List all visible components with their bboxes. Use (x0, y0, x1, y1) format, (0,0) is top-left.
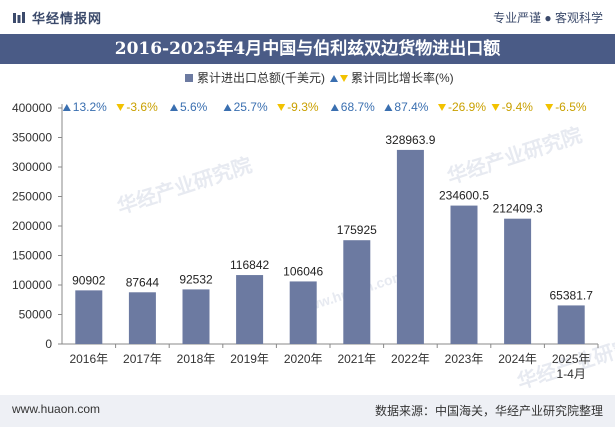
watermark: 华经产业研究院 (114, 153, 255, 219)
bar-value-label: 175925 (337, 223, 377, 237)
bar (396, 149, 424, 344)
x-tick-label: 2023年 (445, 352, 484, 366)
x-tick-label: 1-4月 (557, 367, 586, 381)
bar-value-label: 212409.3 (493, 202, 543, 216)
y-tick-label: 50000 (19, 308, 53, 322)
growth-down-triangle-icon (438, 104, 446, 111)
growth-up-triangle-icon (223, 104, 232, 111)
growth-rate-label: 87.4% (394, 100, 428, 114)
brand[interactable]: 华经情报网 (12, 8, 102, 27)
x-tick-label: 2024年 (498, 352, 537, 366)
growth-down-triangle-icon (491, 104, 500, 111)
growth-rate-label: -6.5% (555, 100, 587, 114)
y-tick-label: 400000 (12, 101, 52, 115)
growth-up-triangle-icon (384, 104, 393, 111)
y-tick-label: 350000 (12, 131, 52, 145)
growth-up-triangle-icon (62, 104, 71, 111)
y-tick-label: 300000 (12, 160, 52, 174)
bar-value-label: 328963.9 (385, 133, 435, 147)
chart-title: 2016-2025年4月中国与伯利兹双边货物进出口额 (114, 39, 501, 59)
growth-rate-label: 25.7% (234, 100, 268, 114)
bar-value-label: 65381.7 (550, 288, 594, 302)
x-tick-label: 2020年 (284, 352, 323, 366)
legend-bar-label: 累计进出口总额(千美元) (197, 71, 325, 85)
growth-rate-label: 13.2% (73, 100, 107, 114)
x-tick-label: 2021年 (337, 352, 376, 366)
growth-rate-label: 68.7% (341, 100, 375, 114)
brand-logo-icon (13, 11, 25, 23)
growth-up-triangle-icon (170, 104, 178, 111)
legend-down-triangle-icon (340, 75, 348, 82)
tagline: 专业严谨 ● 客观科学 (493, 11, 603, 25)
growth-rate-label: -9.4% (502, 100, 534, 114)
growth-rate-label: 5.6% (180, 100, 208, 114)
bar-value-label: 90902 (72, 273, 106, 287)
brand-name: 华经情报网 (32, 11, 103, 26)
x-tick-label: 2022年 (391, 352, 430, 366)
growth-rate-label: -26.9% (448, 100, 486, 114)
growth-down-triangle-icon (277, 104, 286, 111)
y-tick-label: 250000 (12, 190, 52, 204)
bar (128, 292, 156, 344)
bar (182, 289, 210, 344)
growth-down-triangle-icon (545, 104, 554, 111)
growth-down-triangle-icon (116, 104, 125, 111)
x-tick-label: 2019年 (230, 352, 269, 366)
bar-value-label: 92532 (179, 272, 213, 286)
bar-value-label: 106046 (283, 264, 323, 278)
growth-rate-label: -9.3% (287, 100, 319, 114)
bar-value-label: 116842 (230, 258, 269, 272)
bar-value-label: 234600.5 (439, 189, 489, 203)
growth-rate-label: -3.6% (126, 100, 158, 114)
footer-url[interactable]: www.huaon.com (12, 402, 101, 416)
bar (343, 240, 371, 344)
bar (75, 290, 103, 344)
x-tick-label: 2016年 (69, 352, 108, 366)
bar (289, 281, 317, 344)
y-tick-label: 200000 (12, 219, 52, 233)
top-bar: 华经情报网 专业严谨 ● 客观科学 (0, 0, 615, 34)
bar (557, 305, 585, 344)
legend-bar-swatch (185, 74, 193, 82)
footer: www.huaon.com 数据来源：中国海关，华经产业研究院整理 (0, 395, 615, 427)
footer-source: 数据来源：中国海关，华经产业研究院整理 (374, 404, 603, 418)
y-tick-label: 150000 (12, 249, 52, 263)
x-tick-label: 2018年 (177, 352, 216, 366)
bar (504, 218, 532, 344)
legend-up-triangle-icon (330, 75, 338, 82)
bar-value-label: 87644 (126, 275, 160, 289)
watermark: 华经产业研究院 (444, 123, 585, 189)
bar (450, 205, 478, 344)
bar (236, 275, 264, 344)
legend-growth-label: 累计同比增长率(%) (351, 70, 454, 85)
title-bar: 2016-2025年4月中国与伯利兹双边货物进出口额 (0, 34, 615, 64)
x-tick-label: 2017年 (123, 352, 162, 366)
x-tick-label: 2025年 (552, 352, 591, 366)
bar-chart: 华经产业研究院www.huaon.com华经产业研究院华经产业研究院累计进出口总… (12, 70, 615, 394)
growth-up-triangle-icon (330, 104, 339, 111)
y-tick-label: 0 (45, 337, 52, 351)
y-tick-label: 100000 (12, 278, 52, 292)
